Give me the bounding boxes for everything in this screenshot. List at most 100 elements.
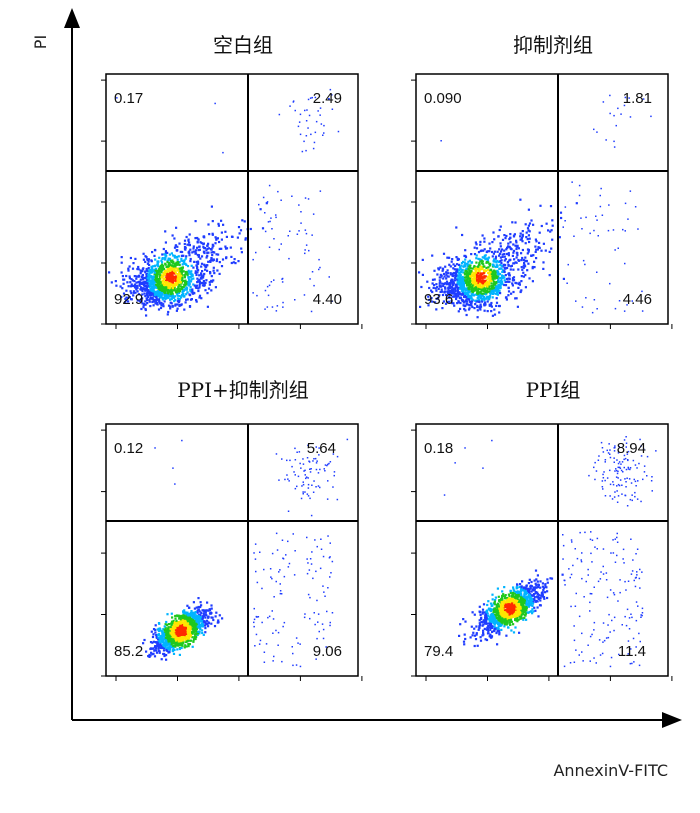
panel-3-event-dot — [316, 545, 318, 548]
panel-2-event-dot — [480, 286, 483, 289]
panel-1-event-dot — [187, 278, 191, 281]
panel-1-event-dot — [176, 303, 179, 306]
panel-2-event-dot — [510, 248, 513, 251]
panel-1-event-dot — [180, 259, 183, 262]
panel-4-event-dot — [504, 601, 507, 604]
panel-1-event-dot — [155, 298, 158, 302]
panel-2-event-dot — [507, 264, 510, 267]
panel-3-event-dot — [302, 481, 304, 483]
panel-4-event-dot — [498, 629, 501, 632]
panel-2-event-dot — [476, 289, 480, 292]
panel-2-event-dot — [434, 287, 437, 290]
panel-1-event-dot — [264, 212, 266, 214]
panel-3-event-dot — [175, 640, 178, 643]
panel-1-event-dot — [168, 272, 172, 275]
panel-3-event-dot — [164, 638, 167, 641]
panel-1-event-dot — [149, 291, 152, 294]
panel-3-event-dot — [173, 636, 176, 639]
panel-1-event-dot — [182, 261, 185, 264]
panel-2-dots — [418, 94, 652, 319]
panel-2-event-dot — [504, 237, 507, 240]
panel-1-event-dot — [331, 108, 334, 110]
panel-2-event-dot — [626, 304, 628, 306]
panel-1-event-dot — [140, 299, 143, 303]
panel-2-event-dot — [447, 286, 450, 289]
panel-3-event-dot — [306, 558, 308, 560]
panel-1-event-dot — [150, 265, 153, 268]
panel-1-event-dot — [131, 284, 134, 287]
panel-3-event-dot — [156, 633, 160, 637]
panel-1-event-dot — [199, 257, 202, 260]
panel-1-event-dot — [154, 277, 158, 280]
panel-2-event-dot — [475, 278, 478, 281]
panel-4-event-dot — [503, 586, 506, 589]
panel-1-event-dot — [186, 273, 189, 276]
panel-4-event-dot — [640, 616, 642, 618]
panel-1-event-dot — [196, 246, 199, 249]
panel-3-lower-right-value: 9.06 — [313, 643, 342, 660]
panel-1-event-dot — [145, 287, 148, 290]
panel-1-event-dot — [195, 264, 198, 267]
panel-2-event-dot — [490, 292, 493, 295]
panel-2-event-dot — [493, 280, 496, 283]
panel-2-event-dot — [609, 112, 611, 115]
panel-1-event-dot — [206, 264, 209, 267]
panel-1-event-dot — [214, 102, 216, 105]
panel-4-event-dot — [502, 593, 505, 596]
panel-4-event-dot — [608, 613, 610, 616]
panel-1-event-dot — [276, 305, 279, 307]
panel-2-event-dot — [465, 299, 468, 302]
panel-1-event-dot — [291, 195, 293, 197]
panel-2-event-dot — [492, 270, 495, 273]
panel-1-event-dot — [278, 113, 281, 116]
panel-3-event-dot — [204, 624, 207, 627]
panel-1-event-dot — [196, 253, 199, 257]
panel-3-event-dot — [148, 654, 151, 657]
panel-4-event-dot — [495, 612, 498, 615]
panel-1-event-dot — [165, 273, 168, 276]
panel-3-event-dot — [171, 616, 174, 619]
panel-3-event-dot — [180, 620, 183, 623]
panel-1-event-dot — [319, 107, 322, 109]
panel-2-event-dot — [548, 274, 551, 277]
y-axis-label: PI — [31, 35, 50, 49]
panel-2-event-dot — [481, 282, 484, 285]
panel-2-event-dot — [439, 266, 442, 269]
panel-2-event-dot — [532, 223, 535, 226]
panel-3-event-dot — [317, 485, 320, 487]
panel-3-event-dot — [281, 660, 283, 663]
panel-3-event-dot — [282, 558, 285, 560]
panel-2-event-dot — [488, 290, 491, 293]
panel-2-event-dot — [459, 284, 462, 287]
panel-3-event-dot — [155, 634, 158, 638]
panel-1-event-dot — [142, 258, 145, 261]
panel-2-event-dot — [499, 225, 502, 228]
panel-2-event-dot — [507, 254, 510, 257]
panel-1-event-dot — [152, 275, 155, 278]
panel-3-event-dot — [305, 477, 307, 480]
panel-3-event-dot — [306, 572, 309, 575]
panel-3-event-dot — [316, 637, 318, 640]
panel-3-event-dot — [292, 664, 294, 667]
panel-1-event-dot — [206, 292, 209, 295]
panel-2-event-dot — [496, 292, 499, 295]
panel-2-event-dot — [444, 290, 447, 293]
panel-3-event-dot — [199, 601, 202, 604]
panel-4-event-dot — [631, 570, 634, 572]
panel-4-event-dot — [617, 466, 619, 469]
panel-3-event-dot — [192, 629, 195, 632]
panel-2-event-dot — [496, 293, 499, 296]
panel-1-event-dot — [201, 284, 204, 287]
panel-1-event-dot — [209, 271, 212, 274]
panel-1-event-dot — [135, 275, 138, 278]
panel-1-event-dot — [140, 298, 143, 301]
panel-2-event-dot — [457, 293, 460, 296]
panel-3-event-dot — [170, 633, 173, 636]
panel-2-event-dot — [613, 114, 615, 117]
panel-3-event-dot — [309, 558, 312, 560]
panel-1-event-dot — [147, 275, 150, 278]
panel-1-event-dot — [218, 261, 221, 264]
panel-3-event-dot — [180, 640, 183, 643]
panel-2-event-dot — [483, 287, 486, 290]
panel-3-event-dot — [170, 639, 173, 642]
